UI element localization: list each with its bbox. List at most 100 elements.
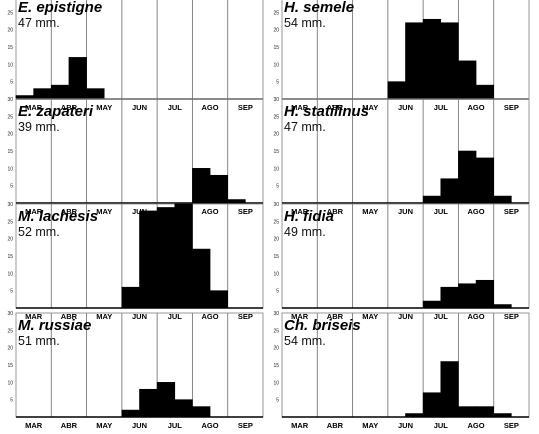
wingspan-label: 49 mm. (284, 225, 326, 239)
x-tick-label: AGO (202, 421, 219, 430)
x-tick-label: SEP (238, 103, 253, 112)
x-tick-label: MAY (96, 312, 112, 321)
x-tick-label: MAY (96, 421, 112, 430)
bar (156, 382, 176, 418)
x-tick-label: MAR (291, 207, 309, 216)
bar (440, 361, 459, 418)
y-tick-label: 30 (7, 97, 13, 103)
x-tick-label: ABR (61, 421, 78, 430)
y-tick-label: 30 (273, 97, 279, 103)
chart-panel: 5 10 15 20 25 30 MAR ABR MAY JUN JUL AGO SEP M. lache… (7, 202, 264, 321)
y-tick-label: 5 (276, 80, 279, 86)
y-tick-label: 25 (7, 328, 13, 334)
x-tick-label: JUL (434, 207, 449, 216)
y-tick-label: 10 (7, 271, 13, 277)
species-title: M. russiae (18, 317, 91, 334)
y-tick-label: 30 (273, 311, 279, 317)
wingspan-label: 54 mm. (284, 16, 326, 30)
y-tick-label: 5 (276, 184, 279, 190)
bar (50, 84, 70, 100)
x-tick-label: AGO (202, 103, 219, 112)
x-tick-label: MAY (362, 312, 378, 321)
y-tick-label: 15 (7, 363, 13, 369)
species-title: H. semele (284, 0, 354, 16)
y-tick-label: 20 (7, 346, 13, 352)
x-tick-label: JUN (398, 207, 413, 216)
x-tick-label: ABR (61, 207, 78, 216)
x-tick-label: MAR (25, 312, 43, 321)
bar (174, 399, 193, 418)
chart-panel: 5 10 15 20 25 30 MAR ABR MAY JUN JUL AGO SEP M. russi… (7, 311, 264, 430)
x-tick-label: SEP (504, 421, 519, 430)
x-tick-label: JUN (398, 103, 413, 112)
bar (174, 203, 193, 309)
x-tick-label: SEP (504, 103, 519, 112)
y-tick-label: 25 (7, 10, 13, 16)
y-tick-label: 25 (7, 219, 13, 225)
x-tick-label: MAR (25, 207, 43, 216)
chart-panel: 5 10 15 20 25 30 MAR ABR MAY JUN JUL AGO SEP H. fidia… (273, 202, 530, 321)
y-tick-label: 5 (276, 289, 279, 295)
x-tick-label: ABR (61, 312, 78, 321)
x-tick-label: JUN (132, 421, 147, 430)
x-tick-label: AGO (468, 103, 485, 112)
bar (493, 195, 512, 204)
y-tick-label: 30 (7, 311, 13, 317)
bar (192, 248, 211, 309)
x-tick-label: ABR (61, 103, 78, 112)
x-tick-label: ABR (327, 207, 344, 216)
bar (209, 290, 229, 309)
x-tick-label: SEP (238, 312, 253, 321)
wingspan-label: 47 mm. (284, 120, 326, 134)
species-title: E. zapateri (18, 103, 94, 120)
y-tick-label: 15 (273, 254, 279, 260)
bar (139, 210, 158, 309)
bar (68, 57, 87, 100)
x-tick-label: AGO (202, 207, 219, 216)
chart-panel: 5 10 15 20 25 30 MAR ABR MAY JUN JUL AGO SEP E. zapat… (7, 97, 264, 216)
x-tick-label: SEP (504, 207, 519, 216)
x-tick-label: AGO (202, 312, 219, 321)
bar (156, 207, 176, 309)
species-title: H. statilinus (284, 103, 369, 120)
bar (422, 300, 442, 309)
bar (475, 157, 495, 204)
y-tick-label: 5 (276, 398, 279, 404)
y-tick-label: 20 (273, 28, 279, 34)
bar (440, 178, 459, 204)
x-tick-label: JUN (398, 312, 413, 321)
species-title: Ch. briseis (284, 317, 361, 334)
y-tick-label: 15 (273, 363, 279, 369)
y-tick-label: 15 (273, 45, 279, 51)
bar (422, 18, 442, 100)
wingspan-label: 51 mm. (18, 334, 60, 348)
y-tick-label: 15 (7, 149, 13, 155)
y-tick-label: 30 (273, 202, 279, 208)
bar (387, 81, 406, 100)
y-tick-label: 15 (7, 254, 13, 260)
x-tick-label: MAY (362, 421, 378, 430)
bar (192, 168, 211, 204)
bar (86, 88, 105, 100)
y-tick-label: 20 (7, 28, 13, 34)
y-tick-label: 20 (273, 132, 279, 138)
x-tick-label: ABR (327, 103, 344, 112)
y-tick-label: 10 (7, 380, 13, 386)
x-tick-label: JUN (398, 421, 413, 430)
species-title: M. lachesis (18, 208, 98, 225)
x-tick-label: MAR (25, 103, 43, 112)
x-tick-label: MAR (291, 312, 309, 321)
y-tick-label: 5 (10, 80, 13, 86)
y-tick-label: 20 (273, 346, 279, 352)
x-tick-label: ABR (327, 312, 344, 321)
chart-panel: 5 10 15 20 25 30 MAR ABR MAY JUN JUL AGO SEP E. epist… (7, 0, 264, 112)
y-tick-label: 15 (7, 45, 13, 51)
bar (192, 406, 211, 418)
x-tick-label: MAR (25, 421, 43, 430)
wingspan-label: 54 mm. (284, 334, 326, 348)
bar (475, 84, 495, 100)
x-tick-label: JUL (168, 421, 183, 430)
x-tick-label: JUL (168, 312, 183, 321)
bar (475, 406, 495, 418)
